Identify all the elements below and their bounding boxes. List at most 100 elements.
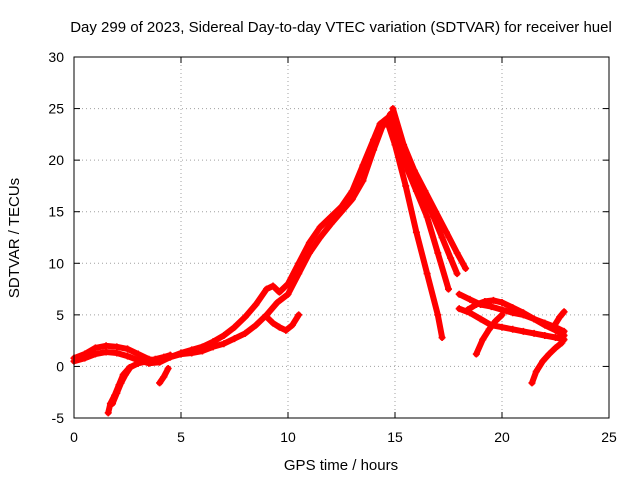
data-point-track-10 <box>519 327 527 335</box>
data-point-track-11 <box>541 321 549 329</box>
data-point-track-10 <box>552 334 559 342</box>
data-point-track-4 <box>442 228 450 236</box>
x-tick-label: 15 <box>387 429 403 445</box>
data-point-track-11 <box>481 297 489 305</box>
data-point-track-8 <box>263 313 271 321</box>
data-point-track-9 <box>466 295 474 303</box>
data-point-track-2 <box>359 177 367 185</box>
data-point-track-12 <box>472 350 480 358</box>
data-point-track-1 <box>241 313 249 321</box>
data-point-track-2 <box>273 298 281 306</box>
data-point-track-11 <box>530 315 538 323</box>
data-point-track-2 <box>124 352 131 360</box>
y-tick-label: 10 <box>48 255 64 271</box>
data-point-track-2 <box>445 285 452 293</box>
x-tick-label: 0 <box>70 429 78 445</box>
plot-frame <box>73 56 610 419</box>
data-point-track-2 <box>370 146 378 154</box>
data-point-track-4 <box>432 208 440 216</box>
data-point-track-1 <box>269 282 277 290</box>
data-point-track-8 <box>269 319 277 327</box>
data-point-track-6 <box>109 400 117 408</box>
x-tick-label: 20 <box>494 429 510 445</box>
data-point-track-4 <box>400 141 408 149</box>
data-point-track-2 <box>188 349 196 357</box>
data-point-track-2 <box>327 220 335 228</box>
data-point-track-1 <box>91 344 99 352</box>
data-point-track-5 <box>160 353 168 361</box>
data-point-track-2 <box>113 349 121 357</box>
data-point-track-4 <box>462 264 470 272</box>
data-point-track-2 <box>220 340 228 348</box>
data-point-track-14 <box>556 313 564 321</box>
data-point-track-2 <box>295 270 303 278</box>
data-point-track-1 <box>124 345 131 353</box>
data-point-track-3 <box>453 270 461 278</box>
data-point-track-14 <box>560 308 568 316</box>
data-point-track-10 <box>541 331 549 339</box>
data-point-track-2 <box>231 335 238 343</box>
data-point-track-11 <box>472 301 480 309</box>
series-trace-track-4 <box>389 105 469 272</box>
data-point-track-1 <box>220 331 228 339</box>
data-point-track-13 <box>539 357 547 365</box>
data-point-track-2 <box>423 213 431 221</box>
data-point-track-4 <box>453 249 461 257</box>
data-point-track-3 <box>438 234 446 241</box>
data-point-track-11 <box>489 296 497 304</box>
series-trace-track-2 <box>71 110 452 367</box>
data-point-track-5 <box>134 359 142 367</box>
data-point-track-8 <box>288 321 296 329</box>
data-point-track-14 <box>549 323 557 331</box>
data-point-track-12 <box>498 311 506 319</box>
data-point-track-11 <box>498 298 506 306</box>
data-point-track-1 <box>134 350 142 358</box>
data-series <box>70 105 568 417</box>
data-point-track-2 <box>434 249 442 257</box>
data-point-track-2 <box>102 348 110 356</box>
data-point-track-2 <box>348 195 356 203</box>
data-point-track-10 <box>509 325 517 333</box>
data-point-track-10 <box>530 329 538 337</box>
y-tick-label: 30 <box>48 49 64 65</box>
data-point-track-7 <box>160 373 168 381</box>
data-point-track-1 <box>252 301 260 309</box>
data-point-track-2 <box>252 321 260 329</box>
y-tick-label: -5 <box>52 410 65 426</box>
data-point-track-8 <box>295 311 303 319</box>
data-point-track-13 <box>552 344 559 352</box>
data-point-track-12 <box>492 317 500 325</box>
data-point-track-13 <box>528 379 536 387</box>
data-point-track-1 <box>113 343 121 351</box>
data-point-track-2 <box>338 208 345 216</box>
data-point-track-5 <box>166 351 174 359</box>
data-point-track-7 <box>164 364 172 372</box>
data-point-track-12 <box>485 325 493 333</box>
data-point-track-7 <box>156 379 164 387</box>
data-point-track-2 <box>378 123 386 131</box>
series-trace-track-14 <box>550 308 568 331</box>
series-trace-track-13 <box>529 339 565 386</box>
data-point-track-6 <box>121 371 129 379</box>
series-trace-track-8 <box>263 311 302 334</box>
data-point-track-6 <box>126 364 134 372</box>
x-axis-title: GPS time / hours <box>284 457 398 474</box>
x-tick-label: 25 <box>601 429 617 445</box>
data-point-track-1 <box>402 182 410 190</box>
data-point-track-4 <box>389 105 397 113</box>
y-tick-label: 20 <box>48 152 64 168</box>
data-point-track-2 <box>81 354 89 362</box>
data-point-track-2 <box>305 249 313 257</box>
data-point-track-1 <box>412 228 420 236</box>
data-point-track-9 <box>487 303 495 311</box>
data-point-track-10 <box>455 305 463 313</box>
data-point-track-13 <box>558 339 566 347</box>
data-point-track-11 <box>560 331 568 339</box>
data-point-track-2 <box>198 347 206 355</box>
data-point-track-11 <box>519 309 527 317</box>
data-point-track-10 <box>477 315 485 323</box>
data-point-track-5 <box>151 355 159 363</box>
y-tick-label: 5 <box>56 307 64 323</box>
y-axis-title: SDTVAR / TECUs <box>6 178 23 298</box>
